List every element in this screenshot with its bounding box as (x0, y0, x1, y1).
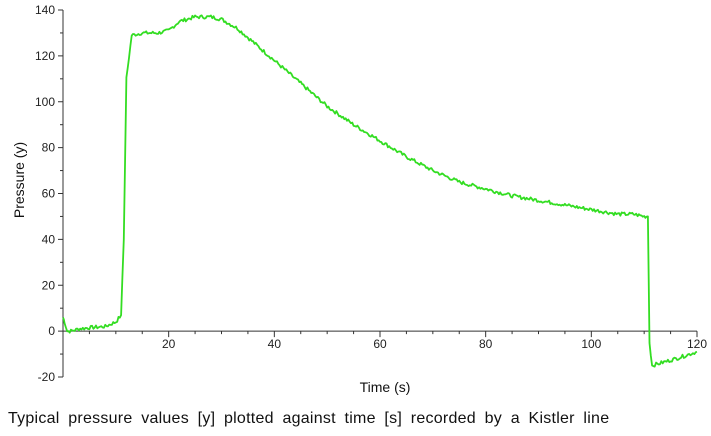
y-tick-label: 20 (42, 278, 56, 292)
y-tick-label: 120 (35, 49, 55, 63)
chart-series (62, 14, 698, 368)
y-tick-label: 100 (35, 95, 55, 109)
y-tick-label: 0 (48, 324, 55, 338)
x-tick-label: 40 (268, 337, 282, 351)
y-tick-label: 40 (42, 232, 56, 246)
pressure-series-line (62, 14, 698, 368)
x-tick-label: 80 (479, 337, 493, 351)
figure-caption: Typical pressure values [y] plotted agai… (8, 410, 610, 427)
x-tick-label: 120 (687, 337, 707, 351)
x-tick-label: 60 (373, 337, 387, 351)
x-tick-label: 20 (162, 337, 176, 351)
y-tick-label: 80 (42, 141, 56, 155)
y-tick-label: 60 (42, 187, 56, 201)
x-tick-label: 100 (581, 337, 601, 351)
chart-axes (62, 10, 697, 377)
chart-ticks: -20 0 20 40 60 80 100 120 140 20 40 60 80 100 120 (35, 3, 707, 384)
y-axis-label: Pressure (y) (11, 142, 27, 218)
y-tick-label: 140 (35, 3, 55, 17)
y-tick-label: -20 (38, 370, 56, 384)
x-axis-label: Time (s) (360, 379, 411, 395)
